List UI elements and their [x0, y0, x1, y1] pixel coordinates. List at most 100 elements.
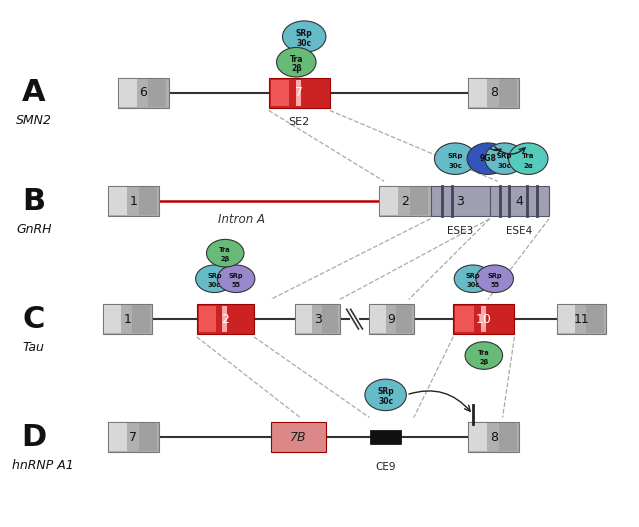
Bar: [380, 187, 398, 215]
Text: 3: 3: [314, 313, 321, 326]
Text: SRp: SRp: [488, 273, 502, 279]
Text: 2β: 2β: [220, 256, 230, 262]
Text: 8: 8: [489, 86, 498, 99]
Bar: [199, 306, 216, 332]
Text: Tra: Tra: [219, 247, 231, 253]
Text: 30c: 30c: [296, 39, 312, 48]
Bar: [104, 305, 121, 333]
Text: SE2: SE2: [289, 118, 310, 128]
Bar: [431, 186, 489, 216]
Text: 1: 1: [130, 194, 137, 208]
Ellipse shape: [485, 143, 524, 174]
Bar: [132, 305, 150, 333]
Bar: [119, 79, 137, 106]
Bar: [370, 431, 401, 444]
Ellipse shape: [435, 143, 476, 174]
Bar: [587, 305, 604, 333]
Ellipse shape: [454, 265, 492, 292]
Text: 2: 2: [401, 194, 409, 208]
Bar: [455, 306, 473, 332]
Bar: [103, 305, 152, 334]
Ellipse shape: [467, 143, 509, 174]
Bar: [469, 423, 487, 451]
Text: D: D: [21, 423, 47, 452]
Text: Intron A: Intron A: [217, 213, 265, 226]
Bar: [468, 78, 520, 108]
Bar: [369, 305, 414, 334]
Text: 6: 6: [139, 86, 147, 99]
Text: Tra: Tra: [522, 152, 534, 159]
Bar: [295, 305, 340, 334]
Bar: [558, 305, 575, 333]
Bar: [396, 305, 412, 333]
Text: 9G8: 9G8: [479, 154, 497, 163]
Bar: [453, 305, 514, 334]
Text: 10: 10: [476, 313, 492, 326]
Text: 2: 2: [221, 313, 229, 326]
Text: SRp: SRp: [229, 273, 243, 279]
Ellipse shape: [282, 21, 326, 52]
Text: 2β: 2β: [479, 359, 488, 365]
Text: 2β: 2β: [291, 64, 302, 73]
Bar: [222, 306, 227, 332]
Text: SRp: SRp: [207, 273, 222, 279]
Bar: [481, 306, 486, 332]
Text: 4: 4: [516, 194, 523, 208]
Text: CE9: CE9: [375, 462, 396, 472]
Text: 55: 55: [231, 282, 241, 288]
Ellipse shape: [365, 379, 406, 411]
Text: 11: 11: [574, 313, 589, 326]
Text: ESE3: ESE3: [447, 226, 473, 236]
Text: 7: 7: [295, 86, 304, 99]
Text: 55: 55: [490, 282, 499, 288]
Bar: [268, 78, 330, 108]
Text: SRp: SRp: [296, 29, 312, 38]
Text: Tra: Tra: [289, 55, 303, 64]
Bar: [296, 80, 301, 105]
Text: 30c: 30c: [498, 163, 511, 169]
Text: 3: 3: [456, 194, 464, 208]
Text: SRp: SRp: [377, 387, 394, 396]
Text: SRp: SRp: [497, 152, 512, 159]
Text: 30c: 30c: [378, 397, 393, 406]
Text: B: B: [22, 187, 45, 216]
Bar: [109, 423, 127, 451]
Ellipse shape: [206, 239, 244, 267]
Text: 30c: 30c: [208, 282, 221, 288]
Bar: [148, 79, 166, 106]
Bar: [499, 423, 517, 451]
Text: 30c: 30c: [466, 282, 479, 288]
Bar: [296, 305, 312, 333]
Bar: [109, 187, 127, 215]
Ellipse shape: [465, 341, 503, 369]
Text: Tau: Tau: [23, 341, 45, 354]
Bar: [108, 186, 159, 216]
Ellipse shape: [217, 265, 255, 292]
Ellipse shape: [196, 265, 233, 292]
Text: SMN2: SMN2: [16, 114, 52, 128]
Text: A: A: [22, 78, 45, 107]
Text: 7: 7: [130, 431, 137, 444]
Text: GnRH: GnRH: [16, 222, 52, 236]
Bar: [139, 423, 157, 451]
Text: SRp: SRp: [447, 152, 463, 159]
Text: hnRNP A1: hnRNP A1: [12, 459, 74, 472]
Ellipse shape: [476, 265, 514, 292]
Text: 2α: 2α: [523, 163, 533, 169]
Bar: [499, 79, 517, 106]
Text: Tra: Tra: [478, 350, 489, 356]
Text: C: C: [22, 305, 45, 334]
Text: ESE4: ESE4: [506, 226, 532, 236]
Bar: [118, 78, 169, 108]
Text: 1: 1: [123, 313, 132, 326]
Text: SRp: SRp: [466, 273, 481, 279]
Bar: [469, 79, 487, 106]
Bar: [322, 305, 337, 333]
Text: 9: 9: [388, 313, 396, 326]
Bar: [557, 305, 606, 334]
Bar: [197, 305, 254, 334]
Bar: [489, 186, 549, 216]
Bar: [371, 305, 386, 333]
Bar: [271, 80, 289, 105]
Text: 7B: 7B: [290, 431, 307, 444]
